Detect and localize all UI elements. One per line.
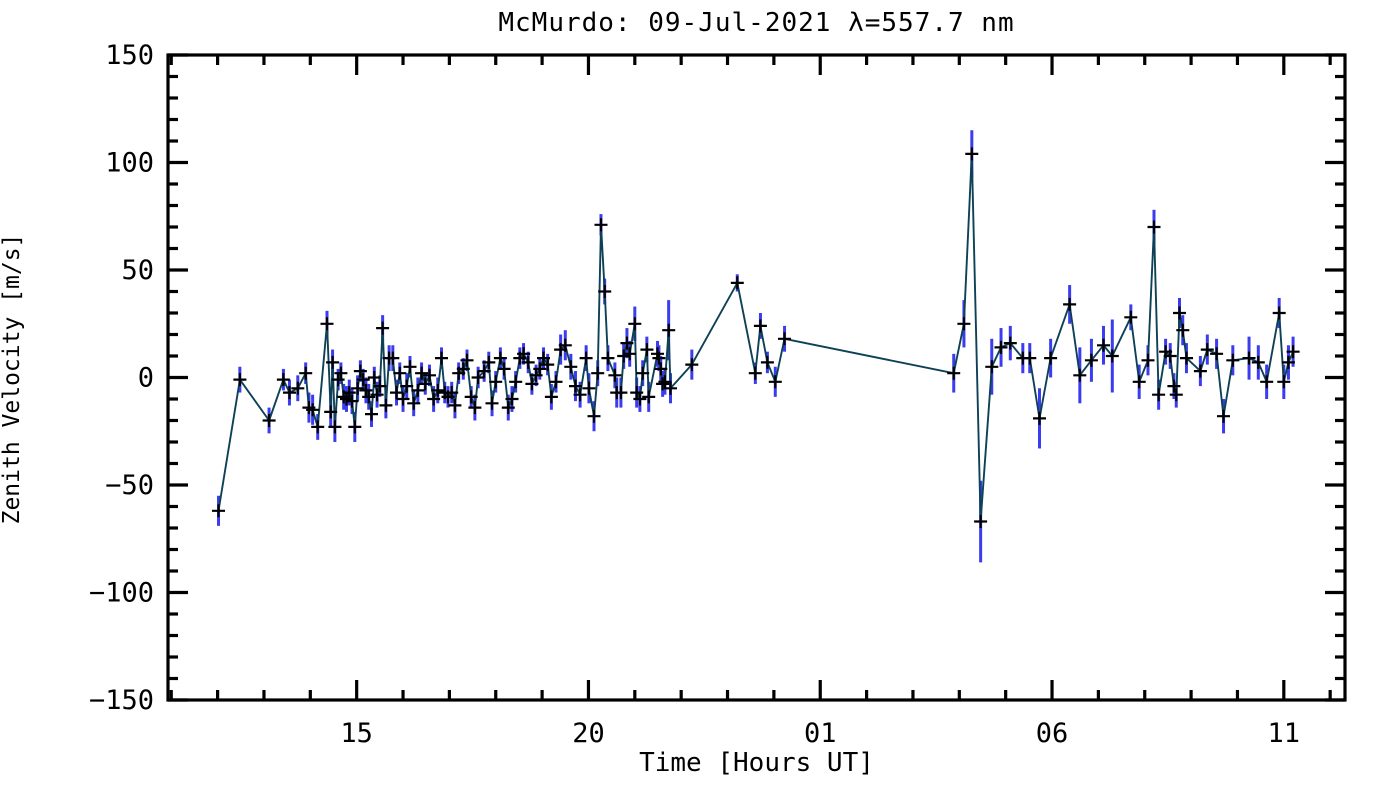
error-bars	[217, 130, 1295, 563]
data-line	[217, 152, 1294, 523]
y-tick-label: −100	[89, 578, 154, 609]
x-tick-label: 11	[1268, 718, 1301, 749]
y-tick-label: −50	[105, 470, 154, 501]
x-tick-label: 01	[804, 718, 837, 749]
x-axis-title: Time [Hours UT]	[639, 748, 874, 778]
x-tick-label: 06	[1036, 718, 1069, 749]
y-tick-label: 100	[105, 148, 154, 179]
y-tick-label: 0	[138, 363, 154, 394]
axes-frame-and-ticks	[166, 53, 1347, 702]
y-tick-label: 50	[121, 255, 154, 286]
x-tick-label: 15	[340, 718, 373, 749]
y-tick-label: −150	[89, 685, 154, 716]
tick-labels: 15 20 01 06 11 −150 −100 −50 0 50 100 150	[89, 40, 1300, 749]
y-tick-label: 150	[105, 40, 154, 71]
x-tick-label: 20	[572, 718, 605, 749]
chart-title: McMurdo: 09-Jul-2021 λ=557.7 nm	[498, 8, 1015, 38]
data-markers	[212, 147, 1300, 528]
